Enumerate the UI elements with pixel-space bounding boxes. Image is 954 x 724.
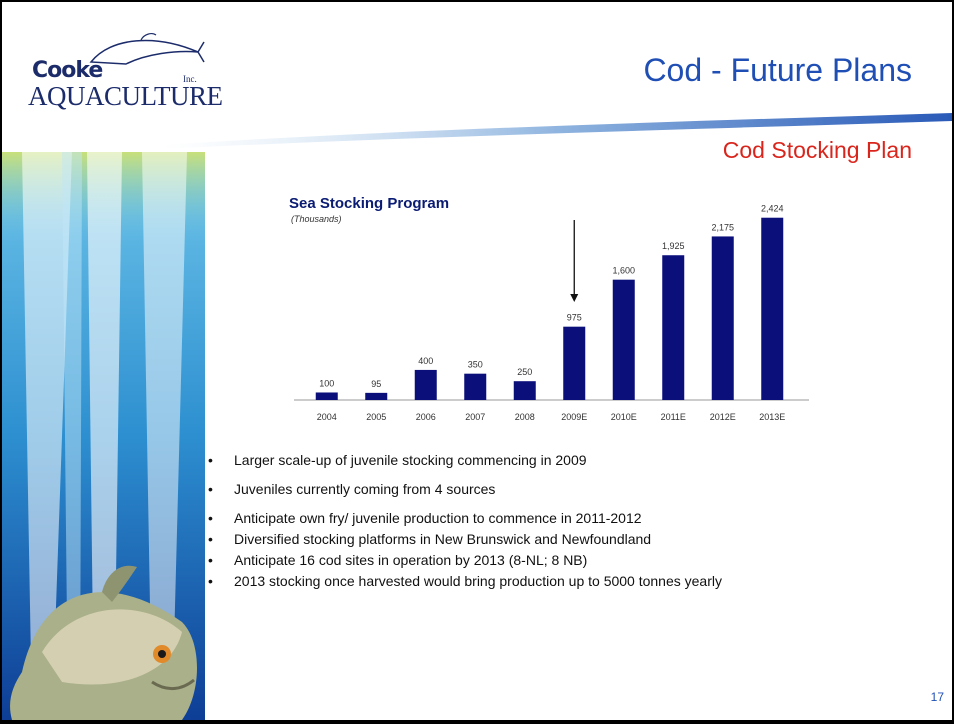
data-label-2008: 250: [517, 367, 532, 377]
bullet-item-1: Larger scale-up of juvenile stocking com…: [206, 452, 926, 469]
bar-2006: [414, 369, 437, 400]
data-label-2011E: 1,925: [662, 241, 685, 251]
title-swoosh-bar: [162, 113, 952, 149]
cod-fish-illustration: [10, 565, 197, 720]
bullet-item-5: Anticipate 16 cod sites in operation by …: [206, 552, 926, 569]
bar-2008: [513, 381, 536, 400]
bullet-list: Larger scale-up of juvenile stocking com…: [206, 452, 926, 590]
data-label-2013E: 2,424: [761, 204, 784, 214]
data-label-2007: 350: [468, 360, 483, 370]
tick-label-2007: 2007: [465, 412, 485, 422]
data-label-2006: 400: [418, 356, 433, 366]
bullet-item-2: Juveniles currently coming from 4 source…: [206, 481, 926, 498]
bullet-item-4: Diversified stocking platforms in New Br…: [206, 531, 926, 548]
bar-2010E: [612, 279, 635, 400]
tick-label-2004: 2004: [317, 412, 337, 422]
decorative-water-panel: [2, 152, 205, 720]
tick-label-2009E: 2009E: [561, 412, 587, 422]
company-logo: Cooke Inc. AQUACULTURE: [26, 32, 226, 122]
bar-2005: [365, 392, 388, 400]
slide-subtitle: Cod Stocking Plan: [722, 137, 912, 163]
bar-2011E: [662, 255, 685, 400]
fish-outline-icon: [89, 33, 205, 65]
page-number: 17: [930, 690, 944, 704]
slide-title: Cod - Future Plans: [643, 52, 912, 88]
data-label-2004: 100: [319, 378, 334, 388]
tick-label-2008: 2008: [515, 412, 535, 422]
chart-unit-label: (Thousands): [291, 214, 342, 224]
sea-stocking-bar-chart: 100 2004 95 2005 400 2006 350 2007 250 2008 975 200…: [294, 204, 809, 422]
tick-label-2011E: 2011E: [661, 412, 686, 422]
annotation-arrow-head: [570, 294, 579, 302]
tick-label-2010E: 2010E: [611, 412, 637, 422]
logo-cooke-text: Cooke: [32, 58, 103, 83]
bullet-item-3: Anticipate own fry/ juvenile production …: [206, 510, 926, 527]
tick-label-2006: 2006: [416, 412, 436, 422]
data-label-2009E: 975: [567, 313, 582, 323]
data-label-2010E: 1,600: [612, 266, 635, 276]
bar-2007: [464, 373, 487, 400]
logo-aquaculture-text: AQUACULTURE: [28, 81, 223, 111]
tick-label-2013E: 2013E: [759, 412, 785, 422]
data-label-2005: 95: [371, 379, 381, 389]
bar-2004: [315, 392, 338, 400]
chart-title: Sea Stocking Program: [289, 195, 450, 212]
tick-label-2005: 2005: [366, 412, 386, 422]
bar-2012E: [711, 236, 734, 400]
data-label-2012E: 2,175: [711, 222, 734, 232]
logo-inc-text: Inc.: [183, 74, 197, 84]
bar-2009E: [563, 326, 586, 400]
bullet-item-6: 2013 stocking once harvested would bring…: [206, 573, 926, 590]
tick-label-2012E: 2012E: [710, 412, 736, 422]
bar-2013E: [761, 217, 784, 400]
